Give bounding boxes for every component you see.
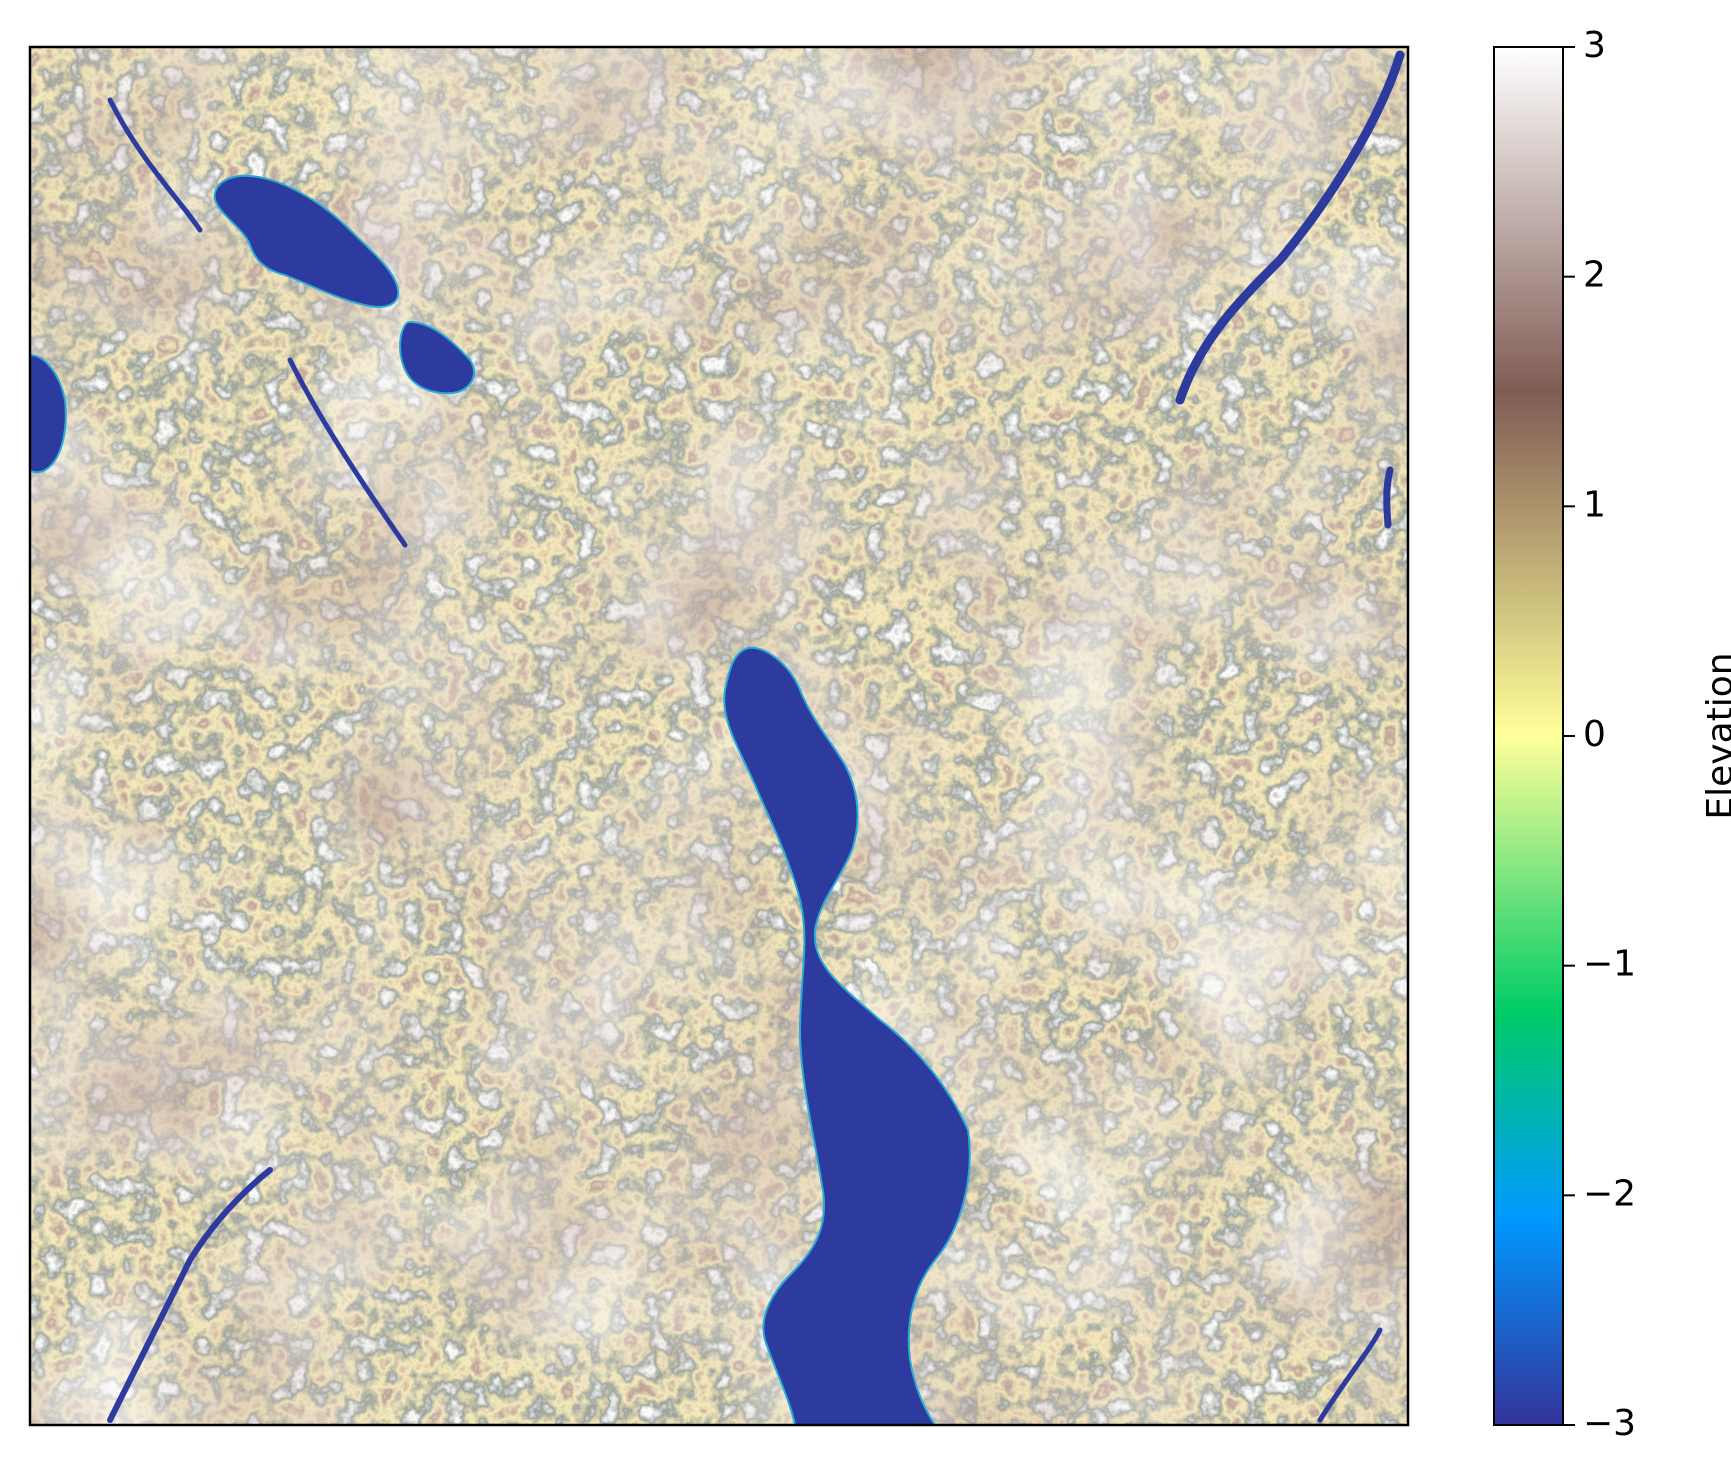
small-lake xyxy=(399,320,475,395)
colorbar-tick-label: 1 xyxy=(1583,484,1606,525)
colorbar-tick-label: −3 xyxy=(1583,1403,1636,1444)
east-channel xyxy=(1383,466,1394,529)
map-frame xyxy=(28,45,1410,1427)
colorbar-ticks: −3 −2 −1 0 1 2 3 xyxy=(1563,25,1636,1444)
southwest-channel xyxy=(107,1167,273,1423)
main-lake xyxy=(723,646,971,1425)
colorbar-label: Elevation xyxy=(1700,652,1731,819)
colorbar-tick-label: −1 xyxy=(1583,944,1636,985)
west-edge-lake xyxy=(30,353,67,474)
northeast-channel xyxy=(1175,50,1405,405)
colorbar-tick-label: −2 xyxy=(1583,1173,1636,1214)
colorbar-tick-label: 3 xyxy=(1583,25,1606,66)
elevation-map xyxy=(30,47,1408,1425)
diagonal-channel xyxy=(287,357,408,548)
northwest-lake xyxy=(213,174,400,308)
northwest-channel xyxy=(107,97,203,233)
terrain-highlands xyxy=(30,47,1408,1425)
colorbar-tick-label: 0 xyxy=(1583,714,1606,755)
colorbar: −3 −2 −1 0 1 2 3 Elevation xyxy=(1493,25,1731,1444)
colorbar-tick-label: 2 xyxy=(1583,255,1606,296)
southeast-channel xyxy=(1317,1327,1383,1423)
colorbar-fill xyxy=(1494,47,1563,1425)
